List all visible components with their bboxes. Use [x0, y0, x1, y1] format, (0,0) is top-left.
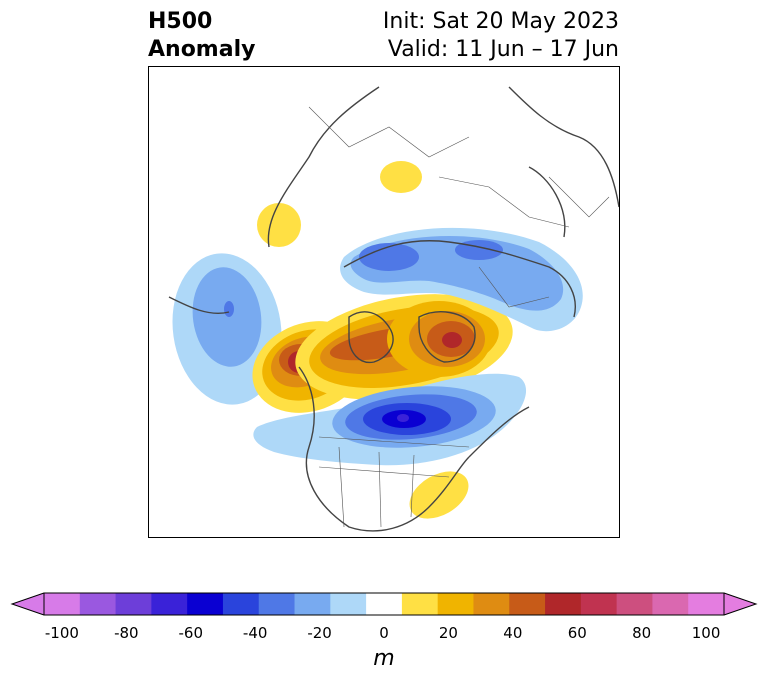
colorbar-tick-label: -40: [242, 624, 268, 642]
colorbar-cell: [44, 593, 81, 615]
colorbar-cell: [473, 593, 510, 615]
colorbar-tick-label: 80: [632, 624, 652, 642]
colorbar-cell: [294, 593, 331, 615]
colorbar-extend-low: [12, 593, 44, 615]
coastlines: [168, 86, 619, 532]
anomaly-map: [168, 86, 619, 532]
hudson-negative-anomaly: [253, 373, 527, 466]
colorbar-low-outline: [10, 592, 45, 616]
colorbar-tick-label: 0: [379, 624, 389, 642]
colorbar-cell: [688, 593, 725, 615]
map-panel: [148, 66, 620, 538]
colorbar: [10, 592, 758, 616]
colorbar-cell: [401, 593, 439, 615]
colorbar-cell: [187, 593, 224, 615]
colorbar-cell: [580, 593, 618, 615]
init-date: Init: Sat 20 May 2023: [382, 9, 619, 34]
colorbar-cell: [545, 593, 582, 615]
colorbar-cell: [616, 593, 653, 615]
colorbar-tick-label: -80: [114, 624, 139, 642]
colorbar-tick-label: -100: [44, 624, 79, 642]
colorbar-cell: [652, 593, 689, 615]
colorbar-tick-label: 40: [503, 624, 523, 642]
ridge-greenland: [387, 301, 491, 377]
colorbar-unit: m: [373, 646, 395, 671]
colorbar-extend-high: [724, 593, 756, 615]
title-left: H500 Anomaly: [148, 8, 255, 64]
valid-range: Valid: 11 Jun – 17 Jun: [387, 37, 619, 62]
political-borders: [308, 106, 610, 528]
title-field: Anomaly: [148, 37, 256, 62]
colorbar-cell: [222, 593, 260, 615]
colorbar-cell: [437, 593, 474, 615]
colorbar-high-outline: [723, 592, 758, 616]
colorbar-tick-label: -20: [307, 624, 332, 642]
colorbar-cell: [115, 593, 152, 615]
colorbar-tick-label: 20: [438, 624, 458, 642]
colorbar-cell: [330, 593, 367, 615]
colorbar-cell: [366, 593, 403, 615]
colorbar-cell: [79, 593, 117, 615]
colorbar-tick-label: 100: [691, 624, 721, 642]
colorbar-cell: [151, 593, 188, 615]
colorbar-outline: [43, 592, 725, 616]
title-right: Init: Sat 20 May 2023 Valid: 11 Jun – 17…: [383, 8, 619, 64]
colorbar-cells: [44, 593, 725, 615]
colorbar-cell: [509, 593, 546, 615]
title-variable: H500: [148, 9, 213, 34]
colorbar-tick-label: -60: [178, 624, 203, 642]
colorbar-cell: [258, 593, 296, 615]
colorbar-tick-label: 60: [567, 624, 587, 642]
